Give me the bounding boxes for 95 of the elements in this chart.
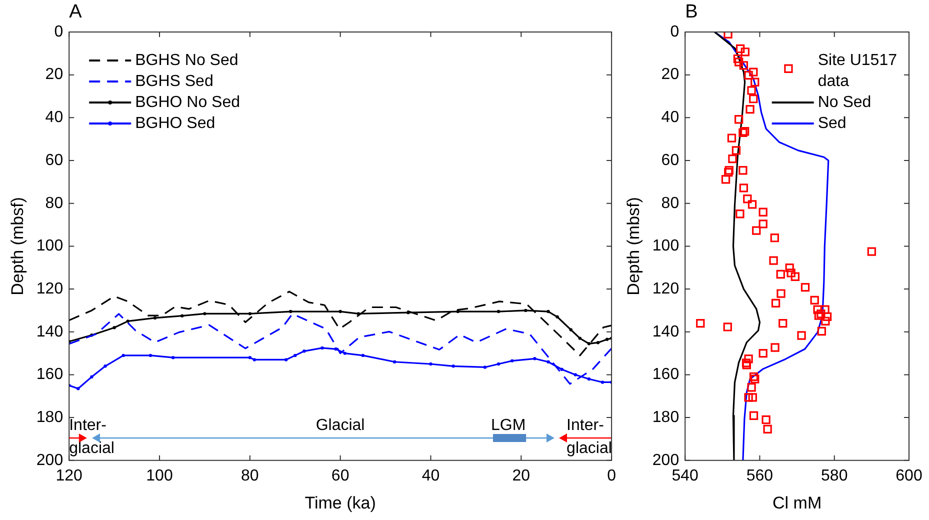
y-tick-label: 40 [45, 109, 64, 126]
y-tick-label: 60 [45, 152, 64, 169]
point [510, 359, 514, 362]
y-tick-label: 160 [652, 366, 680, 384]
point [533, 357, 536, 360]
x-axis-title: Time (ka) [304, 493, 376, 512]
x-tick-label: 560 [746, 467, 774, 484]
point [596, 340, 600, 344]
point [343, 352, 346, 355]
point [600, 380, 604, 384]
point [429, 362, 432, 366]
point [90, 375, 94, 378]
y-tick-label: 180 [652, 408, 680, 426]
y-tick-label: 20 [45, 66, 64, 84]
y-tick-label: 0 [670, 23, 680, 40]
point [104, 364, 107, 368]
point [546, 310, 550, 314]
point [361, 354, 365, 358]
point [252, 358, 256, 362]
y-tick-label: 20 [661, 66, 680, 84]
point [546, 360, 550, 364]
x-axis-title: Cl mM [772, 493, 822, 512]
point [392, 360, 396, 364]
y-tick-label: 160 [36, 366, 64, 384]
point [334, 347, 338, 351]
point [605, 338, 609, 341]
point [587, 377, 591, 381]
x-tick-label: 60 [331, 467, 350, 484]
y-tick-label: 100 [652, 238, 680, 255]
point [302, 350, 306, 353]
point [569, 328, 572, 332]
point [294, 354, 297, 358]
legend-label: BGHS No Sed [135, 52, 238, 69]
y-tick-label: 120 [652, 280, 680, 298]
point [587, 342, 591, 346]
legend-label: BGHO No Sed [135, 94, 240, 111]
point [496, 310, 500, 314]
point [524, 308, 528, 312]
point [456, 310, 460, 314]
point [171, 356, 175, 360]
x-tick-label: 100 [146, 467, 173, 484]
point [126, 320, 130, 323]
point [76, 387, 80, 390]
point [284, 358, 288, 362]
x-tick-label: 580 [821, 467, 848, 484]
x-tick-label: 80 [241, 467, 259, 484]
y-tick-label: 60 [661, 152, 680, 169]
point [320, 346, 324, 350]
point [578, 336, 582, 340]
y-tick-label: 40 [661, 109, 680, 126]
point [574, 373, 577, 376]
point [203, 312, 206, 316]
point [112, 326, 116, 330]
point [556, 315, 559, 318]
x-tick-label: 600 [896, 467, 922, 484]
legend-label: BGHS Sed [135, 72, 214, 90]
point [122, 354, 125, 358]
x-tick-label: 40 [422, 467, 440, 484]
point [452, 364, 455, 368]
legend-label: No Sed [818, 94, 872, 111]
legend-title: Site U1517 data [818, 52, 898, 90]
annotation: Glacial [316, 416, 365, 436]
point [248, 312, 252, 316]
x-tick-label: 540 [672, 467, 699, 484]
y-tick-label: 80 [45, 194, 64, 212]
point [248, 356, 252, 360]
point [153, 316, 157, 320]
chart-title: B [685, 2, 698, 23]
x-tick-label: 0 [607, 467, 616, 484]
legend-label: Sed [818, 114, 846, 132]
point [496, 362, 500, 366]
line-series [69, 290, 612, 356]
x-tick-label: 20 [512, 467, 530, 484]
y-axis-title: Depth (mbsf) [624, 197, 643, 296]
annotation: Inter-glacial [566, 416, 612, 460]
point [289, 310, 292, 314]
point [483, 366, 487, 369]
point [560, 368, 564, 371]
point [180, 314, 184, 318]
y-tick-label: 200 [36, 452, 64, 469]
y-tick-label: 80 [661, 194, 680, 212]
annotation: Inter-glacial [69, 416, 114, 460]
y-tick-label: 100 [36, 238, 64, 255]
point [338, 310, 342, 314]
y-tick-label: 120 [36, 280, 64, 298]
point [148, 354, 152, 358]
y-tick-label: 140 [652, 323, 680, 340]
y-axis-title: Depth (mbsf) [8, 197, 27, 296]
legend-label: BGHO Sed [135, 114, 216, 132]
y-tick-label: 200 [652, 452, 680, 469]
y-tick-label: 0 [54, 23, 64, 40]
y-tick-label: 180 [36, 408, 64, 426]
y-tick-label: 140 [36, 323, 64, 340]
chart-title: A [69, 2, 82, 23]
annotation: LGM [490, 416, 526, 436]
